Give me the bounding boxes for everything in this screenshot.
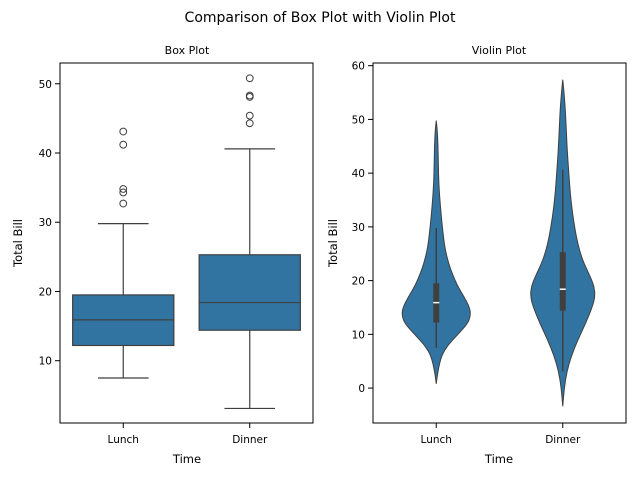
outlier-point [119,127,128,136]
outlier-point [119,185,128,193]
violin-plot-xlabel: Time [484,452,513,466]
box-plot-axes: Box Plot Time Total Bill 10 20 30 40 50 Lunch… [11,44,314,466]
x-tick-label: Lunch [108,434,139,446]
y-tick-label: 60 [352,61,365,73]
outlier-point [119,188,128,197]
figure-title: Comparison of Box Plot with Violin Plot [185,10,456,26]
box-plot-xlabel: Time [172,452,201,466]
y-tick-label: 50 [352,114,365,126]
box-plot-title: Box Plot [165,44,210,57]
box-dinner [198,74,301,410]
violin-iqr-bar [559,252,566,311]
x-tick-label: Dinner [232,434,268,446]
y-tick-label: 30 [352,222,365,234]
outlier-point [245,74,254,83]
y-tick-label: 0 [358,383,365,395]
violin-plot-axes: Violin Plot Time Total Bill 0 10 20 30 40 50 6… [326,44,627,466]
violin-plot-title: Violin Plot [472,44,527,57]
violin-plot-ylabel: Total Bill [326,219,340,268]
box-plot-ylabel: Total Bill [11,219,25,268]
y-tick-label: 10 [39,356,52,368]
y-tick-label: 50 [39,79,52,91]
y-tick-label: 10 [352,329,365,341]
y-tick-label: 30 [39,217,52,229]
y-tick-label: 40 [39,148,52,160]
outlier-point [119,140,128,149]
outlier-point [245,91,254,100]
outlier-point [245,111,254,120]
box-plot-frame [59,62,314,424]
violin-dinner [530,79,596,407]
y-tick-label: 20 [352,276,365,288]
iqr-box [198,254,301,331]
y-tick-label: 20 [39,286,52,298]
x-tick-label: Lunch [421,434,452,446]
violin-lunch [401,120,471,384]
x-tick-label: Dinner [545,434,581,446]
outlier-point [245,119,254,128]
violin-plot-frame [372,62,627,424]
y-tick-label: 40 [352,168,365,180]
outlier-point [119,199,128,208]
box-lunch [72,127,175,379]
